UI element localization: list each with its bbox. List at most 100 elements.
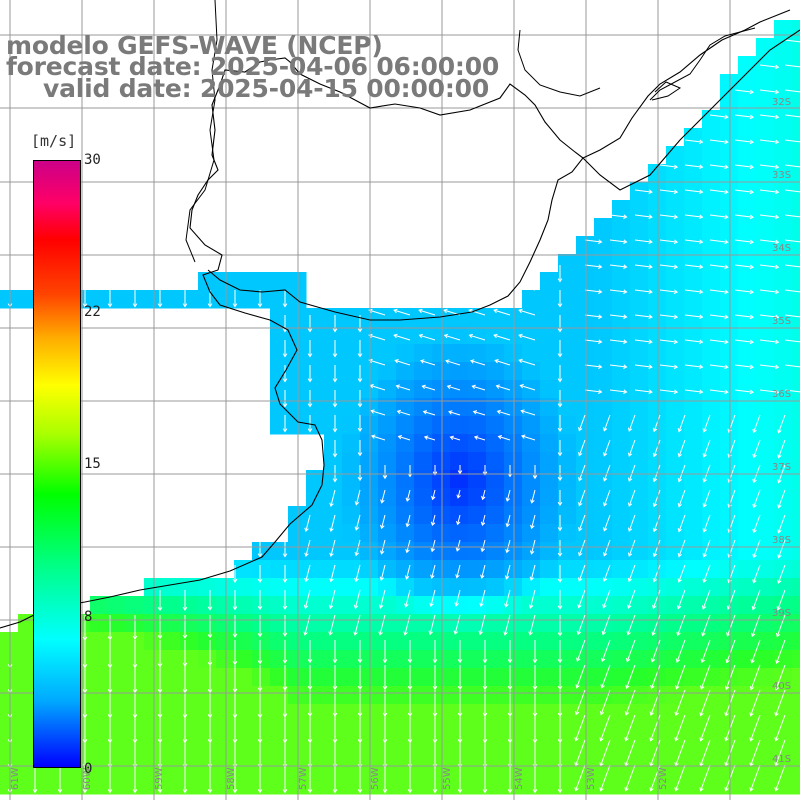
lat-label: 32S: [772, 97, 791, 108]
wind-cell: [612, 632, 631, 651]
wind-cell: [630, 218, 649, 237]
wind-cell: [198, 776, 217, 795]
wind-cell: [270, 344, 289, 363]
wind-cell: [432, 614, 451, 633]
wind-arrow: [775, 614, 786, 638]
wind-arrow: [430, 539, 436, 553]
wind-cell: [252, 776, 271, 795]
wind-cell: [702, 776, 721, 795]
wind-arrow: [603, 464, 611, 482]
wind-cell: [396, 380, 415, 399]
wind-cell: [216, 776, 235, 795]
wind-arrow: [329, 564, 336, 583]
wind-arrow: [307, 340, 313, 358]
wind-arrow: [709, 314, 729, 320]
wind-cell: [0, 290, 19, 309]
wind-cell: [324, 434, 343, 453]
wind-cell: [288, 380, 307, 399]
wind-cell: [738, 254, 757, 273]
wind-cell: [630, 272, 649, 291]
wind-cell: [162, 686, 181, 705]
wind-cell: [612, 200, 631, 219]
wind-cell: [342, 380, 361, 399]
wind-cell: [774, 290, 793, 309]
wind-cell: [486, 524, 505, 543]
wind-cell: [684, 236, 703, 255]
wind-arrow: [752, 439, 761, 459]
wind-cell: [360, 362, 379, 381]
wind-arrows: [7, 39, 800, 794]
wind-arrow: [107, 765, 113, 794]
wind-cell: [648, 236, 667, 255]
wind-cell: [756, 164, 775, 183]
wind-cell: [630, 290, 649, 309]
wind-cell: [252, 560, 271, 579]
wind-cell: [468, 596, 487, 615]
wind-cell: [252, 290, 271, 309]
wind-cell: [540, 488, 559, 507]
wind-arrow: [578, 514, 586, 532]
wind-cell: [756, 146, 775, 165]
wind-cell: [558, 272, 577, 291]
wind-cell: [576, 362, 595, 381]
wind-arrow: [282, 515, 288, 533]
wind-cell: [774, 20, 793, 39]
wind-cell: [522, 578, 541, 597]
wind-cell: [378, 668, 397, 687]
wind-cell: [648, 272, 667, 291]
lat-label: 39S: [772, 608, 791, 619]
wind-cell: [702, 488, 721, 507]
wind-cell: [720, 326, 739, 345]
wind-arrow: [659, 364, 679, 370]
wind-arrow: [634, 339, 653, 345]
wind-cell: [504, 596, 523, 615]
wind-cell: [342, 578, 361, 597]
wind-cell: [450, 362, 469, 381]
wind-cell: [522, 758, 541, 777]
wind-cell: [612, 218, 631, 237]
wind-arrow: [456, 489, 461, 499]
wind-arrow: [518, 308, 536, 316]
wind-cell: [306, 344, 325, 363]
wind-cell: [648, 218, 667, 237]
wind-cell: [252, 758, 271, 777]
wind-cell: [396, 740, 415, 759]
wind-cell: [522, 632, 541, 651]
wind-cell: [540, 362, 559, 381]
wind-arrow: [677, 489, 686, 508]
wind-cell: [756, 38, 775, 57]
wind-arrow: [659, 189, 679, 195]
wind-cell: [738, 614, 757, 633]
wind-cell: [414, 704, 433, 723]
wind-cell: [576, 290, 595, 309]
wind-cell: [666, 182, 685, 201]
wind-arrow: [609, 289, 628, 294]
wind-cell: [144, 686, 163, 705]
wind-arrow: [652, 514, 661, 533]
wind-arrow: [404, 589, 411, 608]
wind-cell: [234, 758, 253, 777]
wind-cell: [684, 650, 703, 669]
wind-cell: [612, 596, 631, 615]
wind-cell: [576, 740, 595, 759]
wind-cell: [738, 650, 757, 669]
wind-cell: [756, 290, 775, 309]
wind-cell: [648, 758, 667, 777]
wind-cell: [306, 704, 325, 723]
wind-cell: [252, 668, 271, 687]
wind-cell: [162, 290, 181, 309]
valid-date: valid date: 2025-04-15 00:00:00: [43, 74, 490, 103]
wind-cell: [720, 524, 739, 543]
wind-cell: [324, 344, 343, 363]
wind-arrow: [578, 464, 586, 482]
wind-cell: [666, 290, 685, 309]
lon-label: 57W: [298, 767, 309, 790]
wind-arrow: [396, 409, 411, 416]
wind-cell: [684, 164, 703, 183]
wind-arrow: [354, 539, 361, 557]
wind-arrow: [530, 514, 536, 530]
wind-cell: [720, 776, 739, 795]
wind-cell: [288, 686, 307, 705]
wind-arrow: [776, 589, 786, 611]
wind-cell: [756, 218, 775, 237]
